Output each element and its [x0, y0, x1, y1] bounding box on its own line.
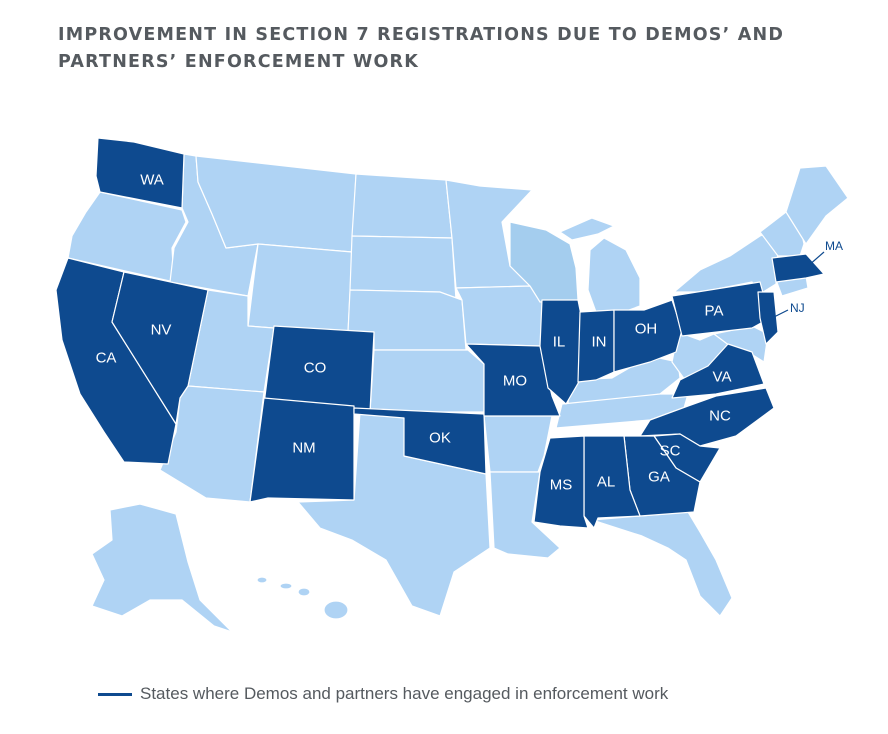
label-oh: OH: [635, 321, 658, 338]
state-arkansas: [483, 415, 553, 473]
legend-swatch: [98, 692, 132, 696]
map-title: IMPROVEMENT IN SECTION 7 REGISTRATIONS D…: [58, 25, 785, 72]
state-ohio: [613, 299, 683, 373]
label-ms: MS: [550, 477, 573, 494]
label-co: CO: [304, 360, 327, 377]
state-wyoming: [247, 243, 353, 335]
other-states: [67, 153, 849, 633]
label-mo: MO: [503, 373, 527, 390]
state-hawaii: [256, 576, 349, 620]
label-wa: WA: [140, 172, 164, 189]
state-maine: [785, 165, 849, 245]
leader-nj: [771, 309, 789, 319]
engaged-states: [55, 137, 825, 529]
state-massachusetts: [771, 253, 825, 283]
state-iowa: [455, 285, 547, 347]
label-va: VA: [713, 369, 732, 386]
state-virginia: [671, 343, 765, 399]
state-michigan: [559, 217, 641, 315]
legend-text: States where Demos and partners have eng…: [140, 684, 669, 703]
label-il: IL: [553, 334, 566, 351]
state-new-mexico: [249, 397, 355, 503]
legend: States where Demos and partners have eng…: [98, 682, 668, 706]
label-ga: GA: [648, 469, 670, 486]
state-new-york: [673, 231, 779, 295]
label-pa: PA: [705, 303, 724, 320]
state-nevada: [111, 271, 209, 425]
label-in: IN: [592, 334, 607, 351]
state-mississippi: [533, 435, 589, 529]
state-labels: WA CA NV CO NM OK MO IL IN OH PA VA NC S…: [96, 172, 843, 494]
label-nm: NM: [292, 440, 315, 457]
label-al: AL: [597, 474, 615, 491]
state-kansas: [369, 349, 485, 413]
state-florida: [591, 511, 733, 617]
state-new-jersey: [757, 291, 779, 345]
state-alabama: [583, 435, 641, 529]
label-nc: NC: [709, 408, 731, 425]
state-indiana: [577, 309, 615, 383]
state-north-dakota: [351, 173, 453, 239]
label-ca: CA: [96, 350, 117, 367]
state-illinois: [539, 299, 585, 405]
label-ok: OK: [429, 430, 451, 447]
label-sc: SC: [660, 443, 681, 460]
state-washington: [95, 137, 185, 209]
state-alaska: [91, 503, 233, 633]
leader-ma: [807, 251, 825, 267]
label-ma: MA: [825, 239, 843, 253]
label-nj: NJ: [790, 301, 805, 315]
label-nv: NV: [151, 322, 172, 339]
